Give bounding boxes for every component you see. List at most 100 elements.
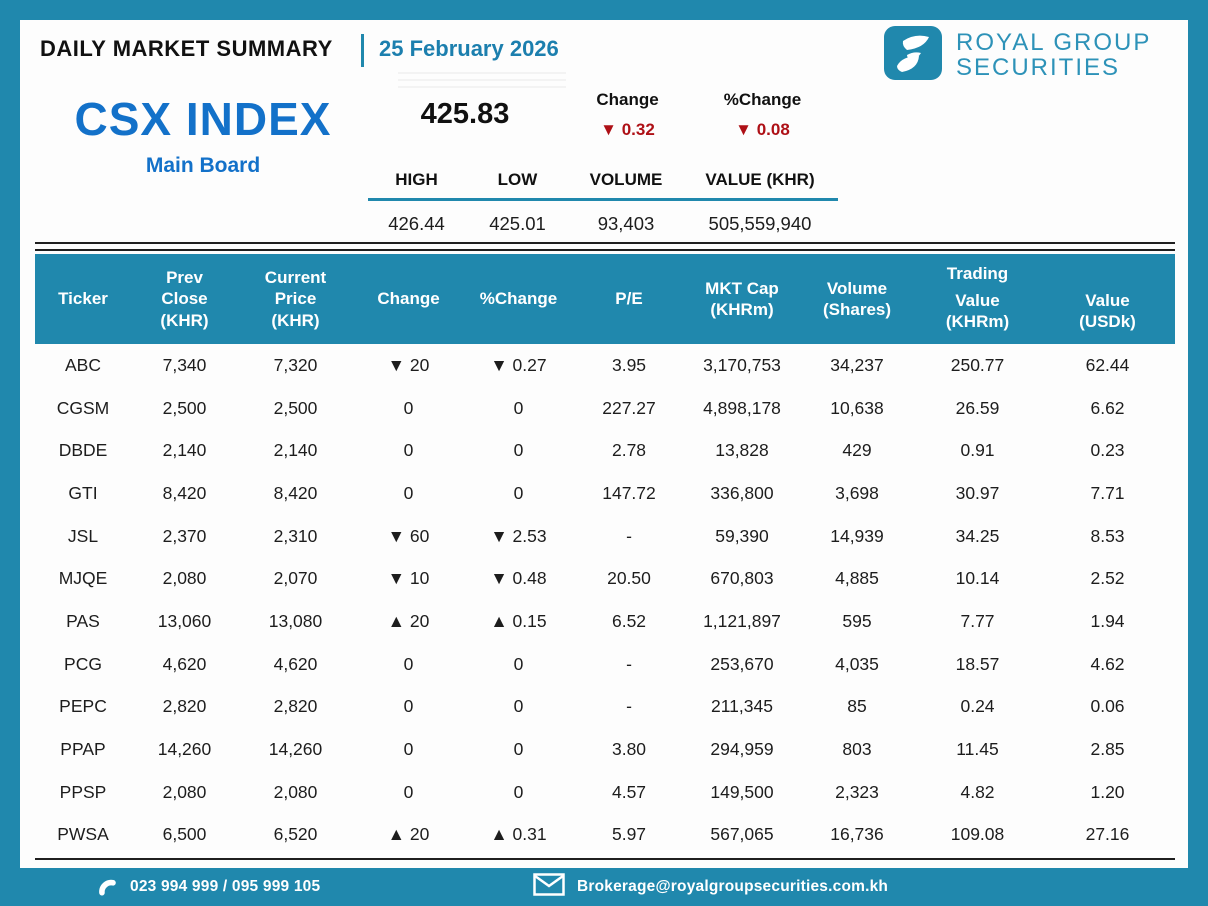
royal-group-logo-icon xyxy=(884,26,942,85)
cell-pe: 4.57 xyxy=(611,781,647,802)
stat-header-low: LOW xyxy=(497,170,538,189)
cell-pct_change: 0 xyxy=(513,397,524,418)
cell-change: ▼ 60 xyxy=(387,525,430,546)
cell-value_usdk: 6.62 xyxy=(1090,397,1125,418)
index-stats-values-row: 426.44 425.01 93,403 505,559,940 xyxy=(368,201,838,235)
cell-current_price: 4,620 xyxy=(273,653,318,674)
column-header-value_usdk: Value (USDk) xyxy=(1079,290,1136,331)
footer-bar: 023 994 999 / 095 999 105 Brokerage@roya… xyxy=(0,868,1208,906)
cell-mkt_cap: 253,670 xyxy=(710,653,774,674)
cell-pct_change: ▼ 0.27 xyxy=(490,354,547,375)
cell-pct_change: 0 xyxy=(513,653,524,674)
cell-change: ▲ 20 xyxy=(387,610,430,631)
cell-pct_change: ▲ 0.15 xyxy=(490,610,547,631)
cell-pe: 2.78 xyxy=(611,440,647,461)
cell-prev_close: 2,500 xyxy=(162,397,207,418)
brand-name-line1: ROYAL GROUP xyxy=(956,29,1152,57)
cell-change: 0 xyxy=(403,653,414,674)
market-table-body: ABC 7,340 7,320 ▼ 20 ▼ 0.27 3.95 3,170,753 34,2… xyxy=(35,344,1175,856)
cell-volume: 85 xyxy=(847,696,867,717)
cell-value_usdk: 27.16 xyxy=(1085,824,1130,845)
cell-volume: 34,237 xyxy=(830,354,884,375)
footer-phone-text: 023 994 999 / 095 999 105 xyxy=(130,878,321,895)
cell-volume: 10,638 xyxy=(830,397,884,418)
cell-prev_close: 13,060 xyxy=(157,610,212,631)
cell-current_price: 2,080 xyxy=(273,781,318,802)
column-header-pe: P/E xyxy=(615,289,643,309)
index-pct-change-label: %Change xyxy=(723,90,802,109)
cell-current_price: 2,820 xyxy=(273,696,318,717)
cell-value_khrm: 18.57 xyxy=(955,653,1000,674)
cell-prev_close: 7,340 xyxy=(162,354,207,375)
cell-change: 0 xyxy=(403,696,414,717)
cell-pct_change: 0 xyxy=(513,696,524,717)
cell-value_usdk: 1.94 xyxy=(1090,610,1125,631)
section-divider xyxy=(35,242,1175,251)
table-row-GTI: GTI 8,420 8,420 0 0 147.72 336,800 3,698 30.97 7.… xyxy=(35,472,1175,515)
cell-ticker: DBDE xyxy=(58,440,108,461)
cell-volume: 4,885 xyxy=(835,568,879,589)
envelope-icon xyxy=(533,873,565,901)
cell-mkt_cap: 567,065 xyxy=(710,824,774,845)
cell-prev_close: 2,140 xyxy=(162,440,207,461)
index-pct-change-cell: %Change ▼ 0.08 xyxy=(695,90,830,140)
page-title: DAILY MARKET SUMMARY xyxy=(40,36,333,61)
cell-pe: 3.80 xyxy=(611,739,647,760)
cell-pct_change: ▼ 0.48 xyxy=(490,568,547,589)
stat-header-value: VALUE (KHR) xyxy=(705,170,815,189)
cell-current_price: 2,500 xyxy=(273,397,318,418)
cell-value_khrm: 34.25 xyxy=(955,525,1000,546)
cell-change: 0 xyxy=(403,781,414,802)
stat-value-high: 426.44 xyxy=(388,213,445,234)
cell-volume: 595 xyxy=(842,610,872,631)
index-pct-change-value: ▼ 0.08 xyxy=(735,120,790,139)
index-value: 425.83 xyxy=(420,98,510,130)
cell-volume: 429 xyxy=(842,440,872,461)
cell-pe: 227.27 xyxy=(602,397,656,418)
watermark xyxy=(398,72,566,88)
cell-change: ▼ 20 xyxy=(387,354,430,375)
index-stats: HIGH LOW VOLUME VALUE (KHR) 426.44 425.0… xyxy=(368,170,838,235)
index-board: Main Board xyxy=(145,154,261,177)
cell-mkt_cap: 1,121,897 xyxy=(703,610,781,631)
cell-change: 0 xyxy=(403,440,414,461)
column-header-volume: Volume (Shares) xyxy=(822,278,892,319)
cell-current_price: 2,310 xyxy=(273,525,318,546)
stat-value-low: 425.01 xyxy=(489,213,546,234)
cell-current_price: 2,140 xyxy=(273,440,318,461)
cell-change: ▲ 20 xyxy=(387,824,430,845)
cell-ticker: GTI xyxy=(68,482,98,503)
cell-mkt_cap: 3,170,753 xyxy=(703,354,781,375)
index-change-label: Change xyxy=(596,90,659,109)
cell-mkt_cap: 336,800 xyxy=(710,482,774,503)
cell-current_price: 13,080 xyxy=(268,610,323,631)
cell-mkt_cap: 294,959 xyxy=(710,739,774,760)
stat-header-high: HIGH xyxy=(395,170,438,189)
cell-pe: 5.97 xyxy=(611,824,647,845)
title-separator xyxy=(361,34,364,67)
table-row-PCG: PCG 4,620 4,620 0 0 - 253,670 4,035 18.57 4.62 xyxy=(35,643,1175,686)
cell-value_usdk: 7.71 xyxy=(1090,482,1125,503)
table-row-DBDE: DBDE 2,140 2,140 0 0 2.78 13,828 429 0.91 0.23 xyxy=(35,429,1175,472)
cell-ticker: PPSP xyxy=(59,781,107,802)
column-header-value_khrm: Value (KHRm) xyxy=(945,290,1010,331)
column-header-current_price: Current Price (KHR) xyxy=(264,268,327,330)
cell-value_khrm: 11.45 xyxy=(956,739,999,760)
cell-volume: 14,939 xyxy=(830,525,884,546)
brand-name-line2: SECURITIES xyxy=(956,53,1121,81)
stat-value-volume: 93,403 xyxy=(597,213,655,234)
table-row-PPAP: PPAP 14,260 14,260 0 0 3.80 294,959 803 11.45 2.8… xyxy=(35,728,1175,771)
cell-pct_change: ▲ 0.31 xyxy=(490,824,547,845)
cell-value_khrm: 7.77 xyxy=(960,610,995,631)
cell-prev_close: 6,500 xyxy=(162,824,207,845)
report-body: DAILY MARKET SUMMARY 25 February 2026 RO… xyxy=(20,20,1188,868)
cell-ticker: PEPC xyxy=(59,696,107,717)
cell-prev_close: 2,370 xyxy=(162,525,207,546)
cell-pe: 147.72 xyxy=(602,482,656,503)
cell-value_usdk: 62.44 xyxy=(1085,354,1130,375)
index-change-cell: Change ▼ 0.32 xyxy=(560,90,695,140)
cell-pe: 6.52 xyxy=(611,610,647,631)
cell-pct_change: 0 xyxy=(513,739,524,760)
index-block: CSX INDEX Main Board xyxy=(48,92,358,178)
column-header-change: Change xyxy=(377,289,440,309)
